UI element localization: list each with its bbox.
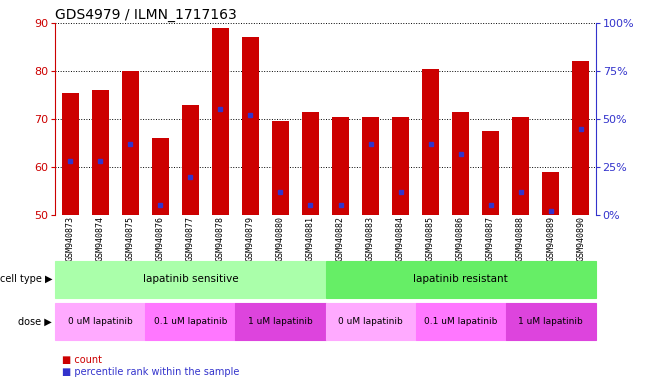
Bar bbox=[393, 117, 409, 215]
Text: 0.1 uM lapatinib: 0.1 uM lapatinib bbox=[424, 317, 497, 326]
Text: dose ▶: dose ▶ bbox=[18, 316, 52, 327]
Text: 1 uM lapatinib: 1 uM lapatinib bbox=[248, 317, 313, 326]
Text: 0 uM lapatinib: 0 uM lapatinib bbox=[68, 317, 133, 326]
Text: ■ percentile rank within the sample: ■ percentile rank within the sample bbox=[62, 367, 239, 377]
Bar bbox=[452, 112, 469, 215]
Bar bbox=[332, 117, 349, 215]
Text: 0.1 uM lapatinib: 0.1 uM lapatinib bbox=[154, 317, 227, 326]
Text: lapatinib resistant: lapatinib resistant bbox=[413, 274, 508, 285]
Bar bbox=[302, 112, 319, 215]
Bar bbox=[362, 117, 379, 215]
Text: cell type ▶: cell type ▶ bbox=[0, 274, 52, 285]
Text: 0 uM lapatinib: 0 uM lapatinib bbox=[338, 317, 403, 326]
Bar bbox=[542, 172, 559, 215]
Bar bbox=[242, 37, 258, 215]
Bar bbox=[152, 138, 169, 215]
Bar bbox=[272, 121, 289, 215]
Text: GDS4979 / ILMN_1717163: GDS4979 / ILMN_1717163 bbox=[55, 8, 237, 22]
Text: lapatinib sensitive: lapatinib sensitive bbox=[143, 274, 238, 285]
Bar bbox=[122, 71, 139, 215]
Bar bbox=[512, 117, 529, 215]
Text: ■ count: ■ count bbox=[62, 355, 102, 365]
Bar bbox=[422, 69, 439, 215]
Bar bbox=[572, 61, 589, 215]
Bar bbox=[62, 93, 79, 215]
Bar bbox=[182, 104, 199, 215]
Bar bbox=[92, 90, 109, 215]
Bar bbox=[212, 28, 229, 215]
Bar bbox=[482, 131, 499, 215]
Text: 1 uM lapatinib: 1 uM lapatinib bbox=[518, 317, 583, 326]
